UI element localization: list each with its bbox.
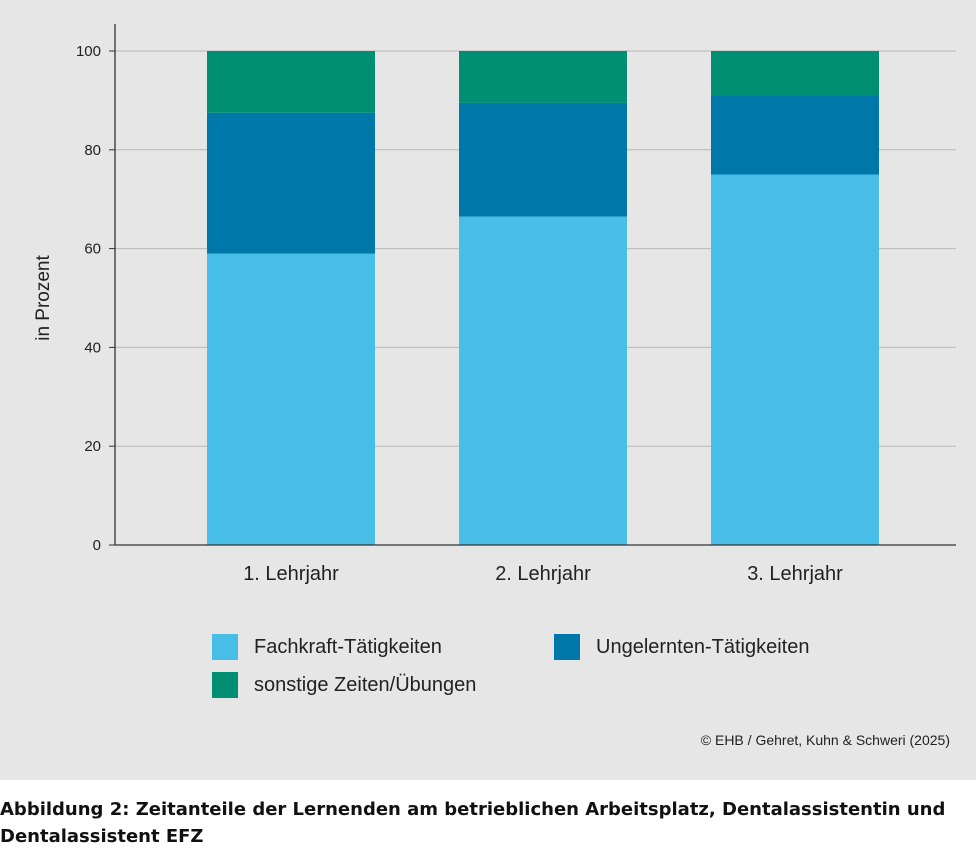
legend-item-sonstige: sonstige Zeiten/Übungen (212, 672, 476, 698)
y-tick-label-20: 20 (84, 438, 101, 455)
y-tick-label-40: 40 (84, 339, 101, 356)
source-note: © EHB / Gehret, Kuhn & Schweri (2025) (700, 732, 950, 748)
legend-label-fachkraft: Fachkraft-Tätigkeiten (254, 635, 442, 658)
legend-swatch-sonstige (212, 672, 238, 698)
labels-layer: 0 20 40 60 80 100 1. Lehrjahr 2. Lehrjahr 3. Leh… (33, 43, 843, 585)
y-tick-label-60: 60 (84, 241, 101, 258)
caption-line-1: Abbildung 2: Zeitanteile der Lernenden a… (0, 799, 946, 820)
legend-item-fachkraft: Fachkraft-Tätigkeiten (212, 634, 442, 660)
legend-swatch-ungelernten (554, 634, 580, 660)
y-tick-label-80: 80 (84, 142, 101, 159)
y-axis-label: in Prozent (33, 255, 54, 341)
y-tick-label-0: 0 (93, 537, 101, 554)
bar-segment-1-series-3 (207, 51, 375, 113)
figure-panel: 0 20 40 60 80 100 1. Lehrjahr 2. Lehrjahr 3. Leh… (0, 0, 976, 780)
bar-segment-3-series-2 (711, 95, 879, 175)
caption-line-2: Dentalassistent EFZ (0, 826, 204, 847)
bar-segment-3-series-1 (711, 174, 879, 545)
legend-label-sonstige: sonstige Zeiten/Übungen (254, 673, 477, 696)
axes-layer (109, 24, 956, 546)
x-category-label-3: 3. Lehrjahr (747, 563, 843, 585)
figure-caption: Abbildung 2: Zeitanteile der Lernenden a… (0, 796, 960, 850)
bar-segment-2-series-2 (459, 102, 627, 217)
legend: Fachkraft-Tätigkeiten Ungelernten-Tätigk… (212, 634, 912, 714)
bars-layer (207, 51, 879, 546)
bar-segment-2-series-1 (459, 216, 627, 546)
x-category-label-1: 1. Lehrjahr (243, 563, 339, 585)
bar-segment-3-series-3 (711, 51, 879, 96)
bar-segment-1-series-1 (207, 253, 375, 546)
legend-swatch-fachkraft (212, 634, 238, 660)
bar-segment-1-series-2 (207, 112, 375, 254)
legend-item-ungelernten: Ungelernten-Tätigkeiten (554, 634, 809, 660)
x-category-label-2: 2. Lehrjahr (495, 563, 591, 585)
y-tick-label-100: 100 (76, 43, 101, 60)
bar-segment-2-series-3 (459, 51, 627, 103)
legend-label-ungelernten: Ungelernten-Tätigkeiten (596, 635, 810, 658)
stacked-bar-chart: 0 20 40 60 80 100 1. Lehrjahr 2. Lehrjahr 3. Leh… (33, 24, 956, 585)
